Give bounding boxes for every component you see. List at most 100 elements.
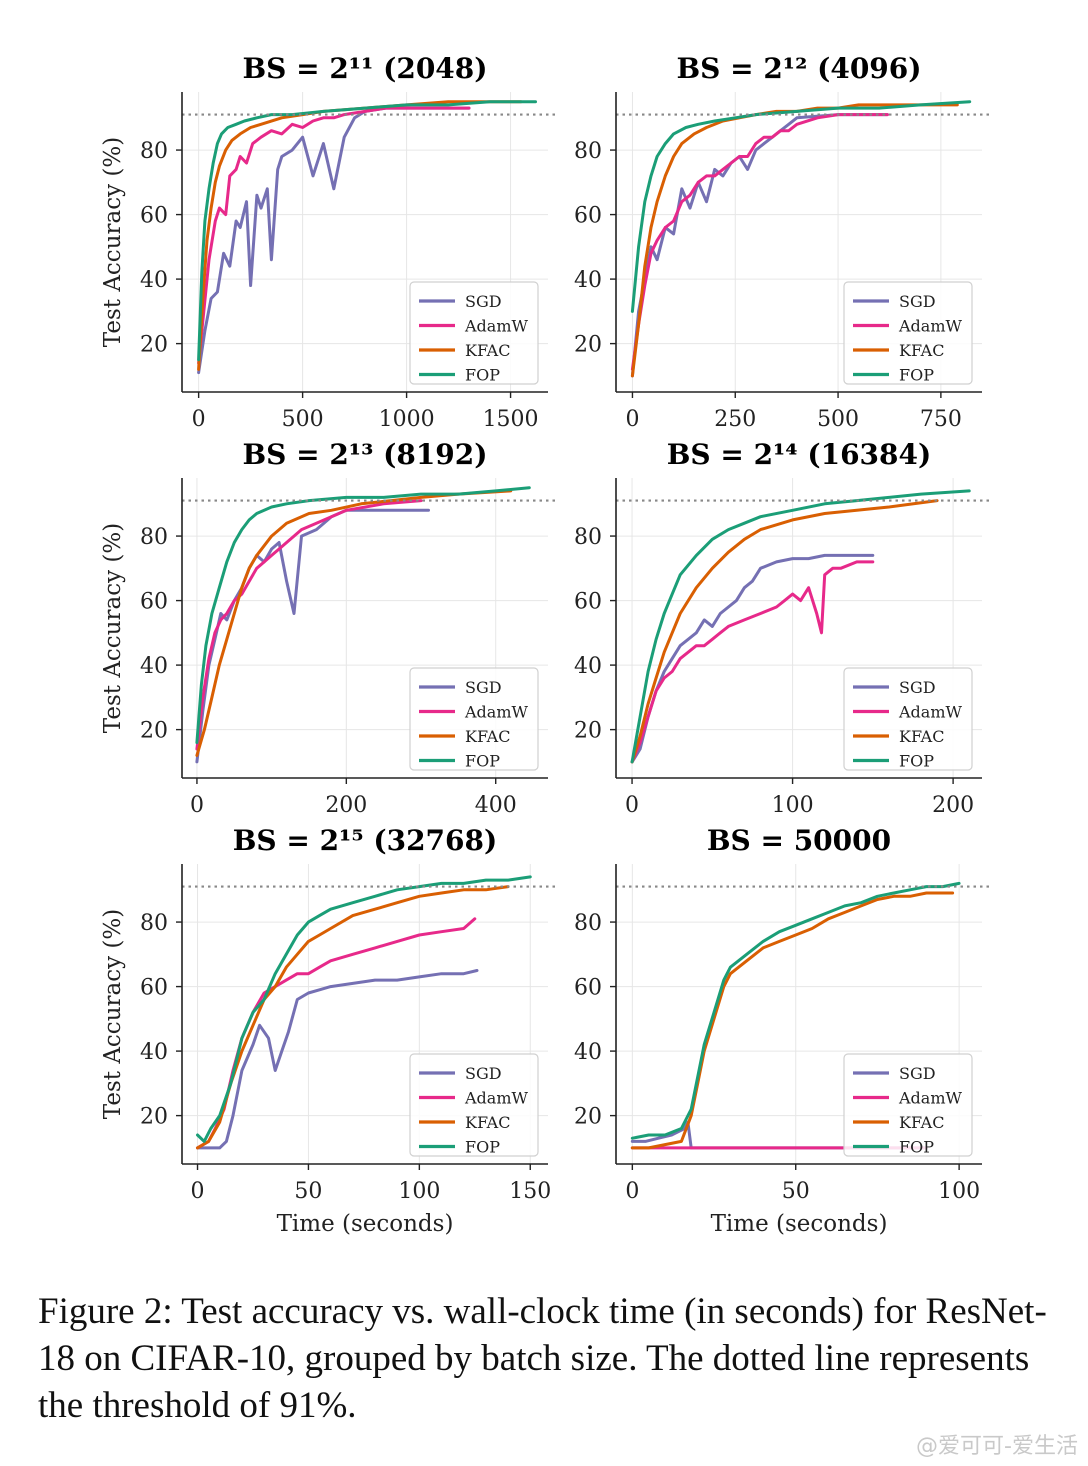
watermark: @爱可可-爱生活 — [916, 1434, 1078, 1459]
x-tick-label: 100 — [398, 1179, 440, 1204]
series-line-fop — [197, 100, 537, 362]
x-tick-label: 500 — [282, 407, 324, 432]
legend-label-adamw: AdamW — [464, 1089, 529, 1108]
x-tick-label: 100 — [938, 1179, 980, 1204]
y-tick-label: 60 — [574, 590, 602, 615]
x-tick-label: 250 — [714, 407, 756, 432]
y-tick-label: 20 — [140, 719, 168, 744]
x-tick-label: 0 — [625, 1179, 639, 1204]
legend: SGD AdamW KFAC FOP — [843, 667, 973, 771]
y-tick-label: 60 — [140, 976, 168, 1001]
x-tick-label: 200 — [325, 793, 367, 818]
legend-label-kfac: KFAC — [899, 727, 944, 746]
chart-panel-1: 0 250 500 750 20 40 60 80 BS = 2¹² (4096) SGD Adam… — [574, 52, 992, 432]
legend-box — [843, 667, 973, 771]
series-line-kfac — [195, 489, 513, 757]
legend-label-sgd: SGD — [899, 292, 936, 311]
legend-label-fop: FOP — [899, 752, 934, 771]
legend-label-kfac: KFAC — [899, 1113, 944, 1132]
y-tick-label: 60 — [574, 204, 602, 229]
y-tick-label: 80 — [574, 525, 602, 550]
panel-title: BS = 2¹¹ (2048) — [242, 52, 487, 85]
series-line-adamw — [630, 560, 875, 764]
series-line-fop — [630, 489, 971, 764]
panel-title: BS = 2¹⁴ (16384) — [667, 438, 932, 471]
x-axis-label: Time (seconds) — [711, 1211, 888, 1237]
legend-box — [409, 1053, 539, 1157]
y-axis-label: Test Accuracy (%) — [100, 523, 126, 733]
y-tick-label: 80 — [574, 139, 602, 164]
chart-panel-0: 0 500 1000 1500 20 40 60 80 BS = 2¹¹ (2048) Test … — [100, 52, 558, 432]
y-tick-label: 60 — [140, 590, 168, 615]
series-line-fop — [195, 486, 531, 744]
legend-label-kfac: KFAC — [465, 341, 510, 360]
series-line-fop — [630, 100, 972, 313]
series-line-sgd — [630, 113, 889, 378]
x-tick-label: 1000 — [379, 407, 435, 432]
y-tick-label: 80 — [574, 911, 602, 936]
y-tick-label: 40 — [574, 268, 602, 293]
legend-box — [843, 281, 973, 385]
legend-label-adamw: AdamW — [464, 703, 529, 722]
legend-label-kfac: KFAC — [899, 341, 944, 360]
legend-label-fop: FOP — [465, 1138, 500, 1157]
chart-panel-2: 0 200 400 20 40 60 80 BS = 2¹³ (8192) Test Accur… — [100, 438, 558, 818]
y-tick-label: 40 — [574, 654, 602, 679]
chart-panel-4: 0 50 100 150 20 40 60 80 BS = 2¹⁵ (32768) Test Ac… — [100, 824, 558, 1237]
y-tick-label: 40 — [140, 654, 168, 679]
series-line-adamw — [195, 499, 423, 751]
y-tick-label: 20 — [574, 1105, 602, 1130]
legend-label-adamw: AdamW — [898, 317, 963, 336]
y-tick-label: 60 — [574, 976, 602, 1001]
legend-label-sgd: SGD — [465, 292, 502, 311]
x-tick-label: 1500 — [483, 407, 539, 432]
legend-label-fop: FOP — [465, 752, 500, 771]
panel-title: BS = 50000 — [707, 824, 891, 857]
legend-label-adamw: AdamW — [898, 1089, 963, 1108]
y-tick-label: 40 — [140, 1040, 168, 1065]
y-tick-label: 80 — [140, 911, 168, 936]
x-tick-label: 0 — [625, 407, 639, 432]
legend-box — [409, 667, 539, 771]
legend-label-sgd: SGD — [899, 1064, 936, 1083]
legend-label-fop: FOP — [465, 366, 500, 385]
series-line-fop — [630, 881, 961, 1140]
x-tick-label: 50 — [294, 1179, 322, 1204]
x-tick-label: 0 — [625, 793, 639, 818]
series-line-sgd — [630, 553, 875, 764]
x-tick-label: 50 — [782, 1179, 810, 1204]
x-tick-label: 150 — [509, 1179, 551, 1204]
legend-box — [409, 281, 539, 385]
y-tick-label: 20 — [140, 1105, 168, 1130]
legend-label-adamw: AdamW — [464, 317, 529, 336]
x-axis-label: Time (seconds) — [277, 1211, 454, 1237]
legend: SGD AdamW KFAC FOP — [843, 281, 973, 385]
panel-title: BS = 2¹⁵ (32768) — [233, 824, 498, 857]
legend: SGD AdamW KFAC FOP — [409, 281, 539, 385]
legend-box — [843, 1053, 973, 1157]
legend-label-kfac: KFAC — [465, 727, 510, 746]
y-tick-label: 40 — [140, 268, 168, 293]
x-tick-label: 100 — [772, 793, 814, 818]
legend-label-fop: FOP — [899, 1138, 934, 1157]
x-tick-label: 400 — [475, 793, 517, 818]
y-tick-label: 40 — [574, 1040, 602, 1065]
y-tick-label: 20 — [574, 333, 602, 358]
y-tick-label: 80 — [140, 525, 168, 550]
y-axis-label: Test Accuracy (%) — [100, 137, 126, 347]
x-tick-label: 0 — [190, 793, 204, 818]
series-line-fop — [196, 875, 532, 1143]
series-line-sgd — [196, 969, 479, 1150]
legend-label-sgd: SGD — [899, 678, 936, 697]
x-tick-label: 750 — [920, 407, 962, 432]
series-line-adamw — [630, 113, 889, 371]
legend-label-sgd: SGD — [465, 1064, 502, 1083]
y-tick-label: 20 — [140, 333, 168, 358]
panel-title: BS = 2¹³ (8192) — [242, 438, 487, 471]
series-line-kfac — [630, 499, 939, 764]
legend: SGD AdamW KFAC FOP — [843, 1053, 973, 1157]
chart-panel-3: 0 100 200 20 40 60 80 BS = 2¹⁴ (16384) SGD AdamW K… — [574, 438, 992, 818]
y-tick-label: 20 — [574, 719, 602, 744]
series-line-adamw — [197, 106, 471, 365]
